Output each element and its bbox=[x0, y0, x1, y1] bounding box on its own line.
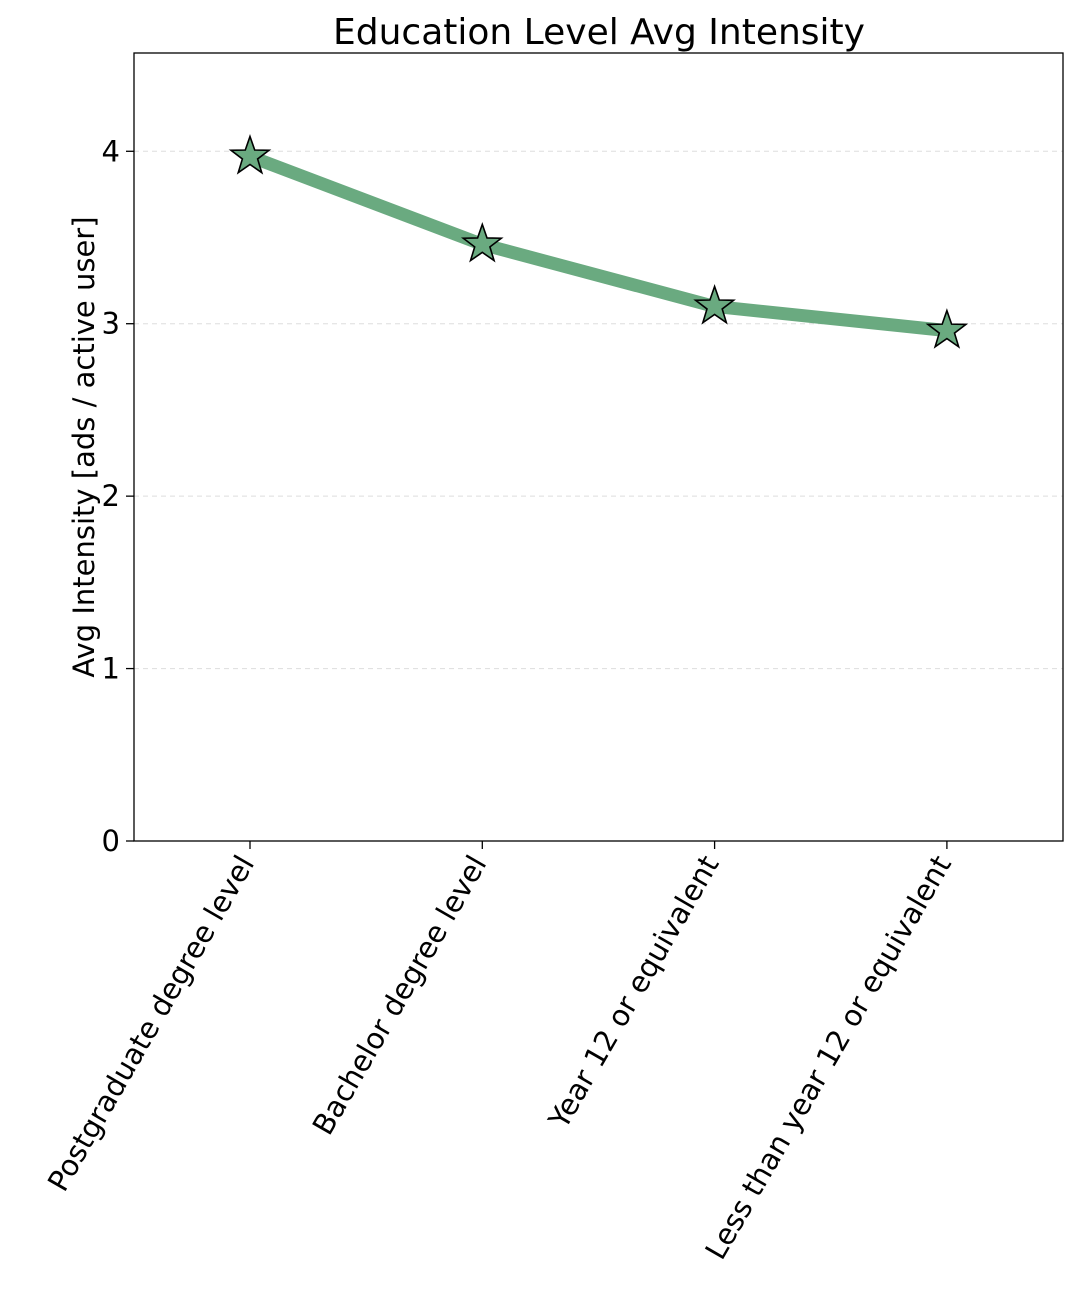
star-marker bbox=[460, 221, 504, 263]
x-axis: Postgraduate degree level Bachelor degree… bbox=[41, 841, 958, 1265]
y-tick-label: 1 bbox=[102, 652, 120, 686]
chart-title: Education Level Avg Intensity bbox=[333, 12, 865, 53]
series-layer bbox=[228, 134, 969, 349]
plot-area-frame bbox=[133, 52, 1064, 842]
y-tick-label: 3 bbox=[102, 307, 120, 341]
star-marker bbox=[228, 134, 272, 175]
y-tick-label: 0 bbox=[102, 824, 120, 858]
x-tick-label: Year 12 or equivalent bbox=[541, 850, 725, 1135]
x-tick-label: Less than year 12 or equivalent bbox=[698, 850, 958, 1266]
x-tick-label: Bachelor degree level bbox=[306, 850, 494, 1141]
y-axis: 0 1 2 3 4 bbox=[102, 134, 134, 858]
series-line bbox=[243, 149, 954, 338]
star-marker bbox=[925, 308, 969, 349]
x-tick-label: Postgraduate degree level bbox=[41, 850, 261, 1197]
star-marker bbox=[693, 284, 736, 325]
y-axis-label: Avg Intensity [ads / active user] bbox=[67, 216, 101, 677]
y-tick-label: 4 bbox=[102, 134, 120, 168]
grid-lines bbox=[134, 150, 1063, 670]
y-tick-label: 2 bbox=[102, 479, 120, 513]
